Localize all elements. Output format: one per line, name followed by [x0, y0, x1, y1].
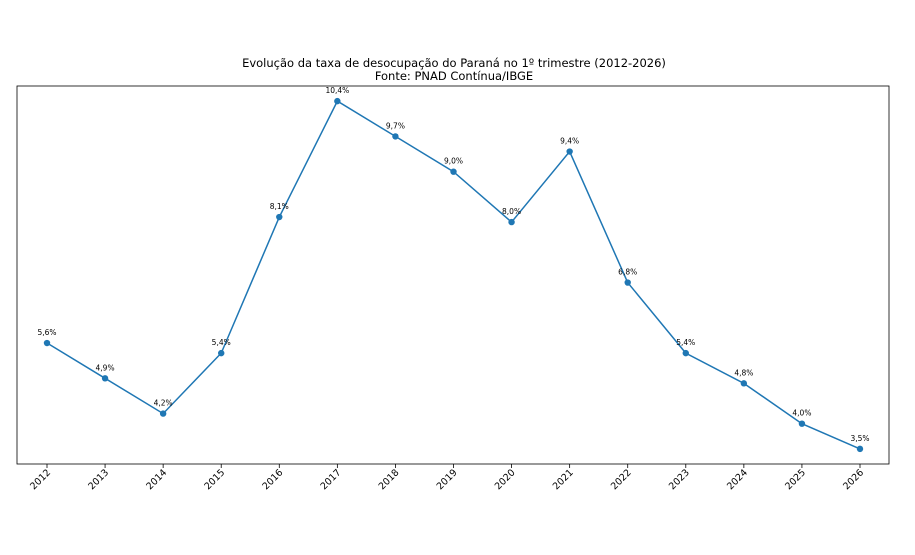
data-point: [508, 218, 515, 226]
x-axis: 2012 2013 2014 2015 2016 2017 2018 2019 2020 2021…: [28, 464, 866, 492]
x-tick-label: 2020: [493, 467, 518, 492]
x-tick-label: 2023: [667, 467, 692, 492]
chart-subtitle: Fonte: PNAD Contínua/IBGE: [375, 69, 533, 83]
data-point: [392, 133, 399, 140]
data-label: 9,0%: [444, 157, 463, 166]
data-label: 9,4%: [560, 137, 579, 146]
data-label: 5,4%: [212, 338, 231, 347]
x-tick-label: 2021: [551, 467, 576, 492]
data-label: 4,9%: [96, 363, 115, 372]
x-tick-label: 2013: [86, 467, 111, 492]
x-tick-label: 2022: [609, 467, 634, 492]
x-tick-label: 2015: [202, 467, 227, 492]
plot-area-frame: [16, 85, 890, 465]
data-label: 3,5%: [850, 434, 869, 443]
data-label: 9,7%: [386, 121, 405, 130]
data-label: 8,0%: [502, 207, 521, 216]
x-tick-label: 2016: [261, 467, 286, 492]
data-point: [566, 148, 573, 155]
data-point: [334, 97, 341, 105]
x-tick-label: 2026: [841, 467, 866, 492]
x-tick-label: 2012: [28, 467, 53, 492]
x-tick-label: 2018: [377, 467, 402, 492]
data-point: [43, 339, 51, 347]
data-point: [101, 375, 109, 382]
data-label: 5,6%: [37, 328, 56, 337]
data-labels: 5,6% 4,9% 4,2% 5,4% 8,1% 10,4% 9,7% 9,0% 8,0% 9,4…: [37, 86, 869, 443]
x-tick-label: 2019: [435, 467, 460, 492]
data-label: 10,4%: [325, 86, 349, 95]
data-point: [740, 380, 748, 387]
data-point: [682, 349, 689, 357]
series-line: [46, 100, 861, 450]
x-tick-label: 2025: [783, 467, 808, 492]
chart-title: Evolução da taxa de desocupação do Paran…: [242, 56, 666, 70]
data-point: [218, 349, 225, 357]
x-tick-label: 2014: [144, 467, 169, 492]
data-label: 4,0%: [792, 409, 811, 418]
data-label: 5,4%: [676, 338, 695, 347]
data-point: [450, 168, 457, 175]
data-point: [856, 445, 864, 453]
series-layer: [43, 97, 864, 453]
data-point: [276, 213, 283, 221]
data-point: [159, 410, 167, 417]
data-label: 4,8%: [734, 368, 753, 377]
data-label: 8,1%: [270, 202, 289, 211]
data-point: [798, 420, 806, 427]
data-point: [624, 279, 631, 286]
data-label: 4,2%: [154, 399, 173, 408]
x-tick-label: 2024: [725, 467, 750, 492]
data-label: 6,8%: [618, 268, 637, 277]
x-tick-label: 2017: [319, 467, 344, 492]
